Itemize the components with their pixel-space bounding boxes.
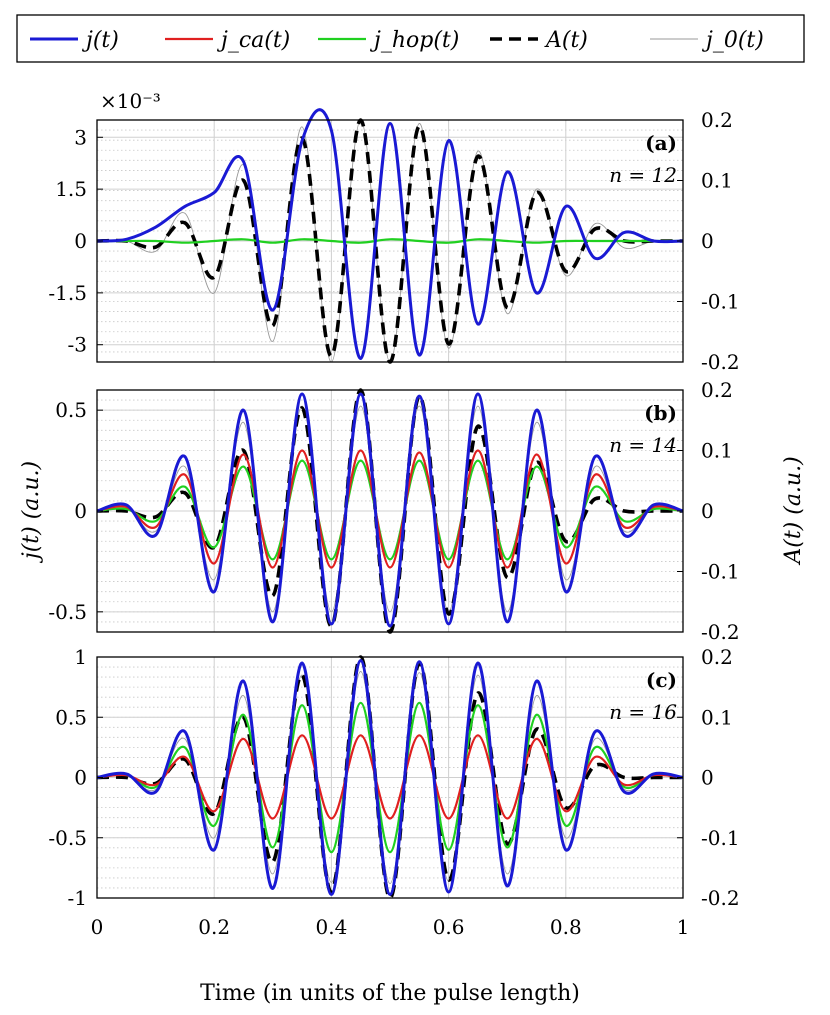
y-axis-label-left: j(t) (a.u.) (19, 461, 44, 564)
y-tick-label-right: -0.2 (701, 886, 740, 910)
y-tick-label-left: 0 (74, 499, 87, 523)
y-tick-label-left: -0.5 (48, 826, 87, 850)
series-line-jcat (96, 108, 684, 360)
y-tick-label-left: -1 (68, 886, 87, 910)
y-tick-label-right: -0.1 (701, 826, 740, 850)
y-tick-label-right: 0 (701, 766, 714, 790)
y-tick-label-right: 0.2 (701, 645, 733, 669)
y-tick-label-left: 0 (74, 229, 87, 253)
x-tick-label: 0.2 (198, 915, 230, 939)
chart-panels: -3 -1.5 0 1.5 3 -0.2 -0.1 0 0.1 0.2 ×10⁻³ (a) n = 12… (48, 89, 739, 939)
y-exponent-label: ×10⁻³ (100, 89, 161, 113)
y-axis-label-right: A(t) (a.u.) (781, 456, 806, 565)
legend-box (16, 14, 805, 63)
x-tick-label: 0 (91, 915, 104, 939)
panel-c: -1 -0.5 0 0.5 1 -0.2 -0.1 0 0.1 0.2 0 0.2 0.4 0.6 0.8 1… (48, 645, 739, 939)
x-tick-label: 0.8 (550, 915, 582, 939)
panel-annotation: n = 12 (609, 163, 677, 187)
legend-label: j_hop(t) (369, 28, 459, 53)
panel-label: (c) (646, 668, 677, 692)
panel-b: -0.5 0 0.5 -0.2 -0.1 0 0.1 0.2 (b) n = 14 (48, 378, 739, 644)
y-tick-label-right: 0.1 (701, 705, 733, 729)
y-tick-label-left: -0.5 (48, 600, 87, 624)
y-tick-label-left: -3 (68, 333, 87, 357)
legend-label: j_ca(t) (216, 28, 290, 53)
y-tick-label-left: 3 (74, 125, 87, 149)
x-axis-label: Time (in units of the pulse length) (200, 981, 580, 1006)
x-tick-label: 0.4 (315, 915, 347, 939)
series-line-jt (96, 108, 684, 361)
y-tick-label-left: 1 (74, 645, 87, 669)
series-line-at (96, 118, 683, 364)
legend: j(t) j_ca(t) j_hop(t) A(t) j_0(t) (16, 14, 805, 63)
series-line-jcat (96, 449, 684, 569)
series-line-jhopt (96, 701, 684, 854)
series-line-j0t (96, 119, 684, 363)
y-tick-label-left: -1.5 (48, 281, 87, 305)
y-tick-label-right: -0.1 (701, 290, 740, 314)
legend-label: A(t) (544, 28, 588, 53)
y-tick-label-right: 0.2 (701, 378, 733, 402)
y-tick-label-right: 0 (701, 499, 714, 523)
panel-label: (a) (645, 131, 677, 155)
y-tick-label-left: 1.5 (55, 177, 87, 201)
panel-label: (b) (644, 401, 677, 425)
series-line-j0t (96, 405, 684, 613)
legend-label: j_0(t) (701, 28, 764, 53)
x-tick-label: 1 (677, 915, 690, 939)
y-tick-label-right: 0.1 (701, 169, 733, 193)
y-tick-label-right: -0.2 (701, 620, 740, 644)
series-line-jhopt (96, 459, 684, 561)
series-line-jt (96, 392, 684, 628)
panel-annotation: n = 16 (609, 700, 677, 724)
panel-a: -3 -1.5 0 1.5 3 -0.2 -0.1 0 0.1 0.2 ×10⁻³ (a) n = 12 (48, 89, 739, 374)
y-tick-label-left: 0.5 (55, 398, 87, 422)
y-tick-label-right: 0.1 (701, 439, 733, 463)
series-line-jt (96, 659, 684, 896)
x-tick-label: 0.6 (433, 915, 465, 939)
y-tick-label-right: -0.2 (701, 350, 740, 374)
series-line-jcat (96, 734, 684, 820)
y-tick-label-left: 0.5 (55, 705, 87, 729)
y-tick-label-left: 0 (74, 766, 87, 790)
y-tick-label-right: -0.1 (701, 560, 740, 584)
y-tick-label-right: 0.2 (701, 108, 733, 132)
legend-label: j(t) (81, 28, 119, 53)
y-tick-label-right: 0 (701, 229, 714, 253)
panel-annotation: n = 14 (609, 433, 677, 457)
